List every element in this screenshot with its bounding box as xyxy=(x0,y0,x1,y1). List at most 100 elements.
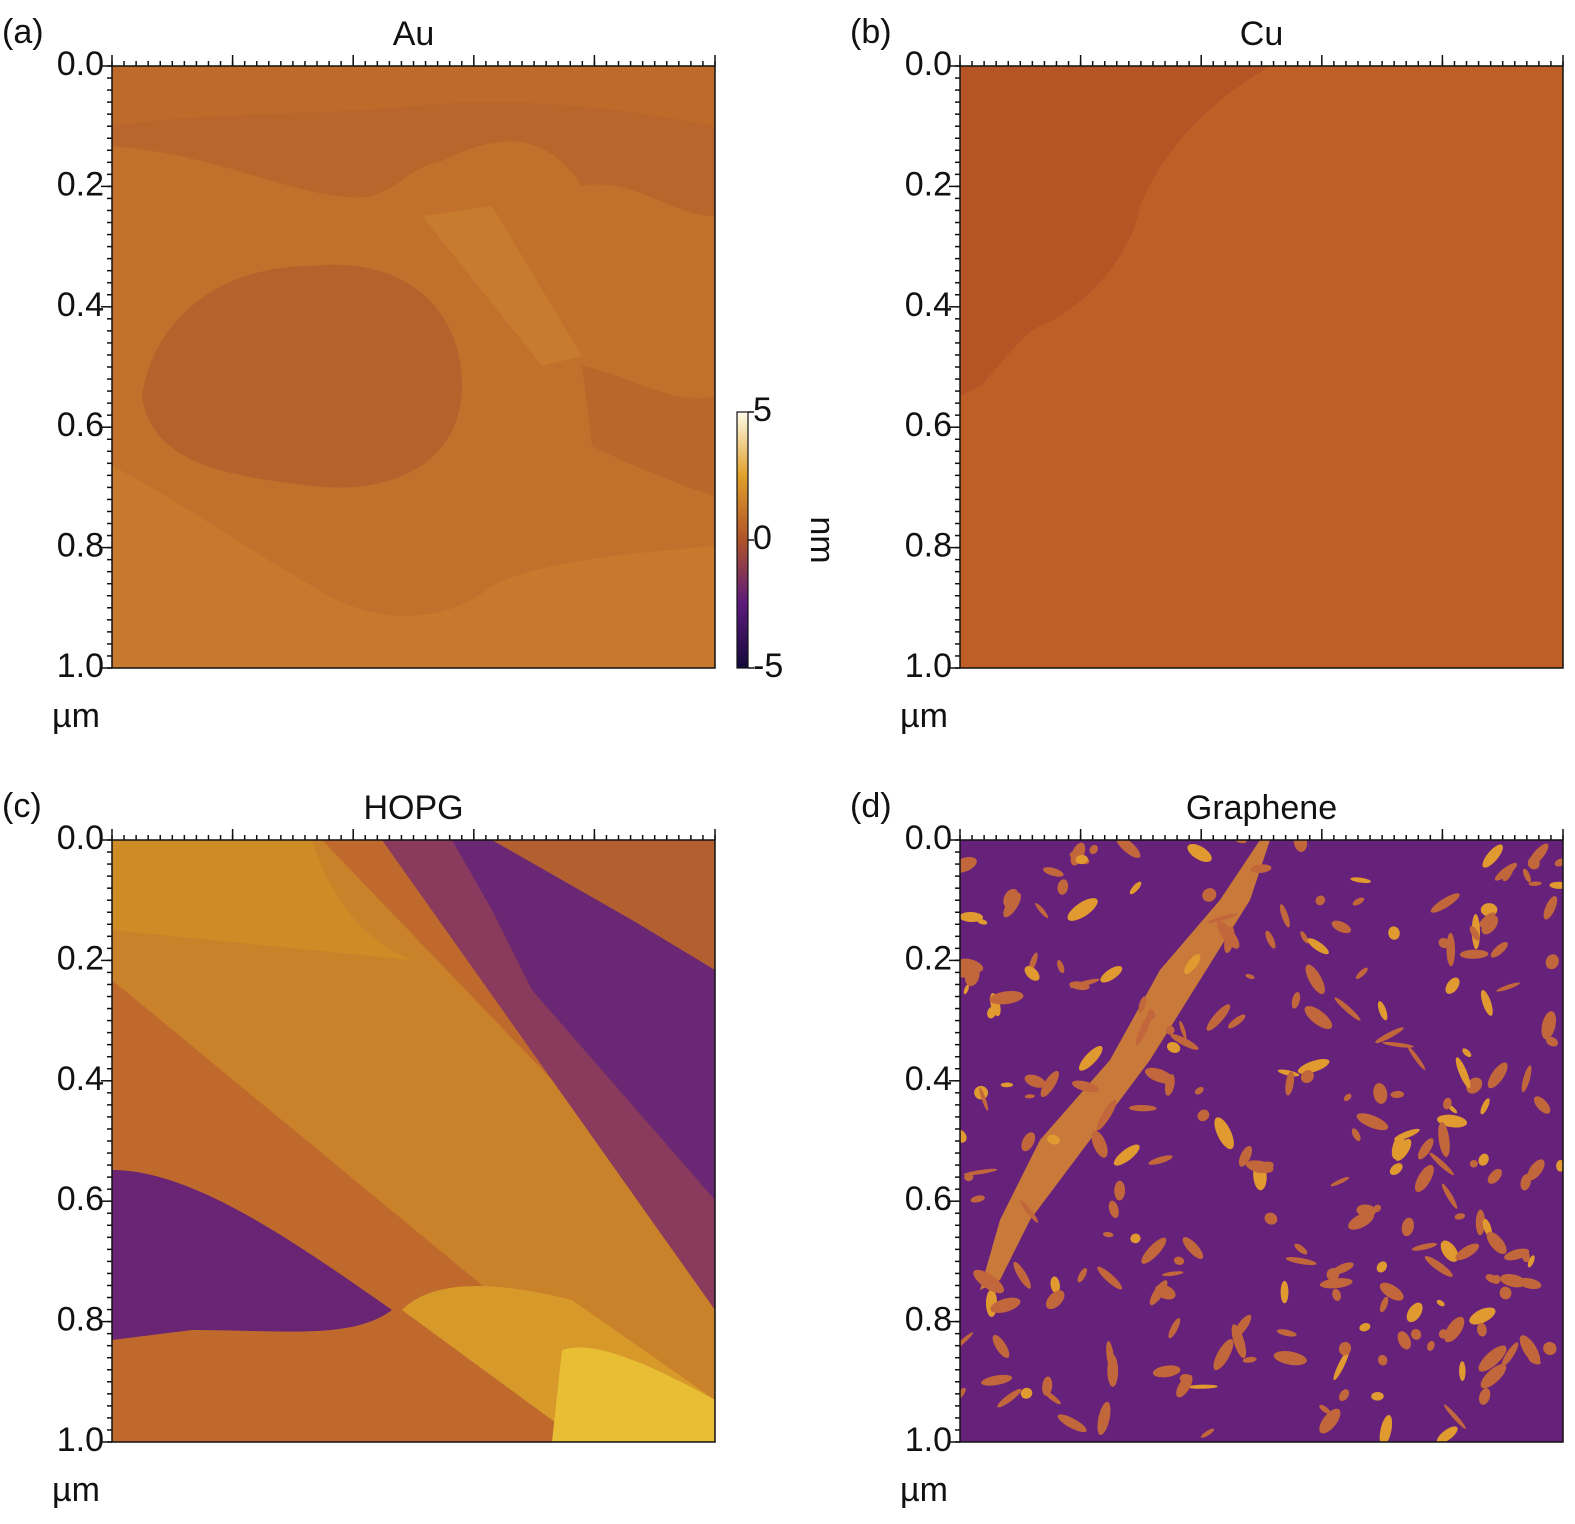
texture xyxy=(1397,1331,1411,1350)
texture xyxy=(1057,879,1069,895)
texture xyxy=(1350,877,1372,884)
texture xyxy=(1379,1415,1393,1442)
texture xyxy=(1138,996,1147,1013)
texture xyxy=(1227,1014,1246,1029)
texture xyxy=(1167,1042,1181,1053)
colorbar-tick-label: -5 xyxy=(753,647,783,685)
y-tick-label: 0.8 xyxy=(57,527,104,565)
texture xyxy=(990,1297,1021,1313)
texture xyxy=(1019,1199,1039,1223)
texture xyxy=(992,1334,1010,1358)
texture xyxy=(1300,1070,1314,1084)
texture xyxy=(1116,840,1141,858)
texture xyxy=(1427,1340,1435,1351)
texture xyxy=(1487,1168,1502,1184)
y-tick-label: 1.0 xyxy=(905,647,952,685)
texture xyxy=(1480,1363,1507,1389)
colorbar-label: nm xyxy=(803,516,841,563)
texture xyxy=(1179,1020,1187,1039)
texture xyxy=(1135,1012,1152,1046)
texture xyxy=(1480,1098,1490,1115)
texture xyxy=(1102,1231,1114,1238)
texture xyxy=(1206,1004,1231,1031)
axis-unit: µm xyxy=(52,697,100,735)
texture xyxy=(1276,1329,1297,1337)
texture xyxy=(1490,942,1508,958)
y-tick-label: 0.8 xyxy=(905,1301,952,1339)
texture xyxy=(1170,1033,1199,1050)
texture xyxy=(1527,1255,1535,1268)
texture xyxy=(1417,1138,1434,1160)
texture xyxy=(960,1332,974,1355)
texture xyxy=(1330,1176,1350,1187)
texture xyxy=(1379,1282,1404,1301)
colorbar-tick-label: 0 xyxy=(753,519,772,557)
texture xyxy=(1207,913,1238,923)
texture xyxy=(989,990,1024,1005)
texture xyxy=(1100,966,1123,983)
texture xyxy=(1000,1082,1014,1088)
y-tick-label: 1.0 xyxy=(57,1421,104,1459)
texture xyxy=(1455,1057,1471,1089)
panel-label: (d) xyxy=(850,787,892,825)
texture xyxy=(1528,881,1542,886)
texture xyxy=(1407,1046,1426,1070)
y-tick-label: 0.2 xyxy=(57,165,104,203)
texture xyxy=(1549,881,1563,889)
texture xyxy=(1024,1074,1046,1088)
y-tick-label: 0.4 xyxy=(905,1060,952,1098)
texture xyxy=(1187,1384,1218,1389)
texture xyxy=(1401,1217,1414,1237)
texture xyxy=(1501,1342,1519,1367)
axis-unit: µm xyxy=(900,1471,948,1509)
texture xyxy=(1305,964,1325,995)
texture xyxy=(1438,1121,1450,1157)
texture xyxy=(1478,1153,1489,1166)
y-tick-label: 0.4 xyxy=(57,286,104,324)
texture xyxy=(1293,840,1308,852)
texture xyxy=(1377,1354,1388,1366)
texture xyxy=(1319,1408,1341,1434)
texture xyxy=(1021,1132,1036,1152)
texture xyxy=(1445,977,1460,994)
texture xyxy=(1097,1266,1123,1290)
afm-image xyxy=(112,66,715,668)
texture xyxy=(1264,1212,1278,1225)
texture xyxy=(1351,1128,1361,1142)
texture xyxy=(1285,1071,1295,1096)
texture xyxy=(1356,1113,1389,1131)
texture xyxy=(1040,1070,1059,1098)
y-tick-label: 0.6 xyxy=(57,1180,104,1218)
texture xyxy=(1430,893,1460,913)
texture xyxy=(1338,1389,1350,1402)
texture xyxy=(1231,1324,1247,1359)
texture xyxy=(1057,1414,1087,1433)
texture xyxy=(1042,1376,1053,1396)
panel-title: Au xyxy=(393,15,435,53)
panel-title: Graphene xyxy=(1186,789,1337,827)
texture xyxy=(1184,954,1201,975)
texture xyxy=(1114,1180,1126,1201)
axes: (a) Au µm 0.0 0.2 0.4 0.6 0.8 1.0 xyxy=(2,13,716,735)
texture xyxy=(1492,1274,1501,1285)
texture xyxy=(1543,896,1558,920)
texture xyxy=(1307,938,1329,955)
texture xyxy=(1440,1240,1459,1262)
panel-label: (c) xyxy=(2,787,42,825)
texture xyxy=(1446,932,1456,967)
texture xyxy=(1462,1048,1472,1058)
texture xyxy=(1543,1341,1557,1356)
panel-label: (b) xyxy=(850,13,892,51)
texture xyxy=(1024,1094,1035,1099)
texture xyxy=(1077,1267,1088,1283)
texture xyxy=(1494,862,1518,881)
texture xyxy=(1499,1286,1512,1300)
texture xyxy=(1091,1130,1108,1158)
texture xyxy=(1444,1316,1465,1343)
texture xyxy=(1478,1388,1491,1405)
texture xyxy=(1523,868,1531,883)
y-tick-label: 0.4 xyxy=(57,1060,104,1098)
texture xyxy=(973,1269,1004,1294)
texture xyxy=(1429,1152,1454,1176)
